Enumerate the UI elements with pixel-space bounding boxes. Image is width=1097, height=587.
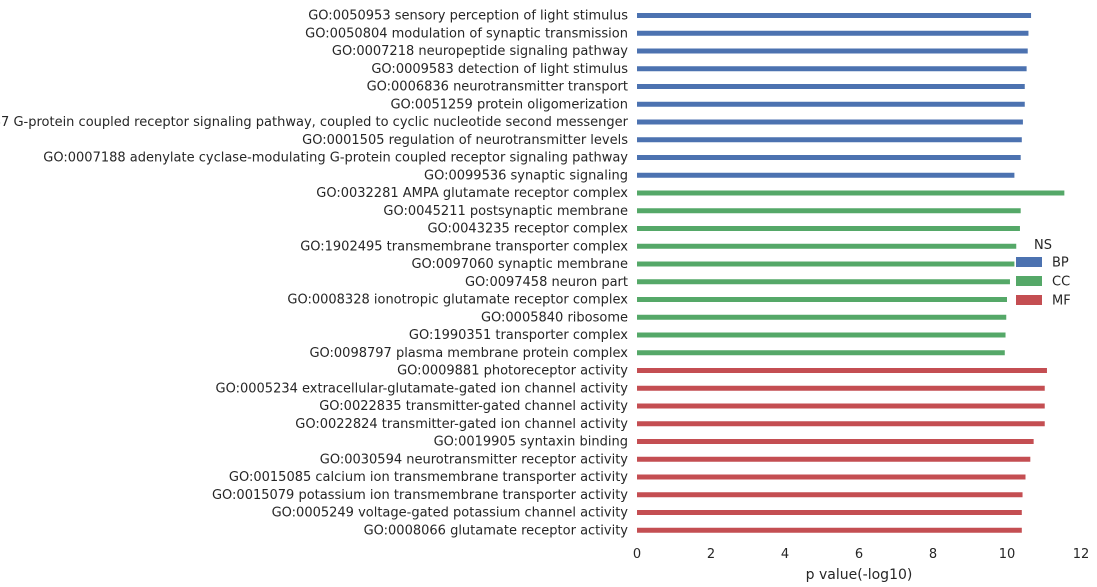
category-label: GO:0050953 sensory perception of light s… <box>308 9 628 24</box>
bars-layer <box>637 13 1065 533</box>
bar-cc <box>637 243 1017 249</box>
bar-bp <box>637 13 1032 18</box>
bar-cc <box>637 190 1065 196</box>
x-tick-label: 10 <box>999 547 1016 562</box>
bar-cc <box>637 226 1020 231</box>
legend-label-cc: CC <box>1052 275 1070 290</box>
bar-bp <box>637 84 1025 89</box>
bar-cc <box>637 332 1006 338</box>
category-label: GO:0009583 detection of light stimulus <box>371 62 628 77</box>
category-label: GO:1990351 transporter complex <box>409 328 628 343</box>
category-label: GO:0030594 neurotransmitter receptor act… <box>320 452 629 467</box>
bar-cc <box>637 314 1007 320</box>
bar-bp <box>637 101 1025 107</box>
bar-mf <box>637 368 1047 373</box>
legend-label-bp: BP <box>1052 256 1069 271</box>
bar-mf <box>637 403 1045 409</box>
bar-mf <box>637 456 1031 462</box>
legend: NS BP CC MF <box>1016 238 1071 309</box>
category-label: GO:0099536 synaptic signaling <box>424 168 628 183</box>
category-labels-layer: GO:0050953 sensory perception of light s… <box>0 9 629 539</box>
category-label: GO:0097458 neuron part <box>465 275 628 290</box>
bar-cc <box>637 261 1015 267</box>
category-label: GO:0050804 modulation of synaptic transm… <box>305 26 628 41</box>
bar-cc <box>637 279 1010 285</box>
x-tick-label: 6 <box>855 547 863 562</box>
x-tick-label: 4 <box>781 547 789 562</box>
bar-bp <box>637 66 1027 72</box>
category-label: GO:0008066 glutamate receptor activity <box>364 523 629 538</box>
bar-mf <box>637 439 1034 444</box>
category-label: GO:0009881 photoreceptor activity <box>397 364 628 379</box>
category-label: GO:0001505 regulation of neurotransmitte… <box>302 133 628 148</box>
x-tick-label: 8 <box>929 547 937 562</box>
category-label: GO:0006836 neurotransmitter transport <box>367 80 628 95</box>
category-label: GO:0015085 calcium ion transmembrane tra… <box>229 470 628 485</box>
bar-bp <box>637 137 1022 143</box>
bar-bp <box>637 172 1015 178</box>
bar-mf <box>637 510 1022 515</box>
category-label: GO:0005249 voltage-gated potassium chann… <box>272 506 629 521</box>
bar-bp <box>637 48 1028 54</box>
category-label: GO:0051259 protein oligomerization <box>390 97 628 112</box>
bar-bp <box>637 155 1021 160</box>
category-label: GO:0098797 plasma membrane protein compl… <box>309 346 628 361</box>
category-label: GO:0097060 synaptic membrane <box>411 257 628 272</box>
bar-mf <box>637 385 1045 391</box>
x-axis-title: p value(-log10) <box>806 567 913 583</box>
category-label: GO:0007187 G-protein coupled receptor si… <box>0 115 629 130</box>
category-label: GO:0007188 adenylate cyclase-modulating … <box>43 151 628 166</box>
x-tick-label: 12 <box>1073 547 1090 562</box>
bar-mf <box>637 527 1022 533</box>
legend-entries: BP CC MF <box>1016 256 1071 309</box>
legend-swatch-mf <box>1016 295 1042 305</box>
category-label: GO:0022835 transmitter-gated channel act… <box>319 399 628 414</box>
x-axis-ticks-layer: 0 2 4 6 8 10 12 <box>633 547 1089 562</box>
category-label: GO:1902495 transmembrane transporter com… <box>300 239 628 254</box>
category-label: GO:0008328 ionotropic glutamate receptor… <box>287 293 628 308</box>
bar-cc <box>637 297 1007 302</box>
category-label: GO:0007218 neuropeptide signaling pathwa… <box>332 44 628 59</box>
legend-title: NS <box>1034 238 1052 253</box>
legend-swatch-cc <box>1016 276 1042 286</box>
legend-label-mf: MF <box>1052 294 1071 309</box>
category-label: GO:0005234 extracellular-glutamate-gated… <box>216 381 629 396</box>
category-label: GO:0043235 receptor complex <box>427 222 628 237</box>
bar-bp <box>637 119 1023 125</box>
category-label: GO:0019905 syntaxin binding <box>434 435 628 450</box>
category-label: GO:0032281 AMPA glutamate receptor compl… <box>316 186 628 201</box>
x-tick-label: 0 <box>633 547 641 562</box>
category-label: GO:0015079 potassium ion transmembrane t… <box>212 488 628 503</box>
bar-bp <box>637 30 1029 36</box>
category-label: GO:0022824 transmitter-gated ion channel… <box>295 417 628 432</box>
bar-mf <box>637 474 1026 480</box>
category-label: GO:0005840 ribosome <box>481 310 628 325</box>
bar-cc <box>637 208 1021 214</box>
bar-cc <box>637 350 1005 356</box>
bar-mf <box>637 492 1023 498</box>
legend-swatch-bp <box>1016 257 1042 267</box>
category-label: GO:0045211 postsynaptic membrane <box>383 204 628 219</box>
x-tick-label: 2 <box>707 547 715 562</box>
bar-mf <box>637 421 1045 427</box>
